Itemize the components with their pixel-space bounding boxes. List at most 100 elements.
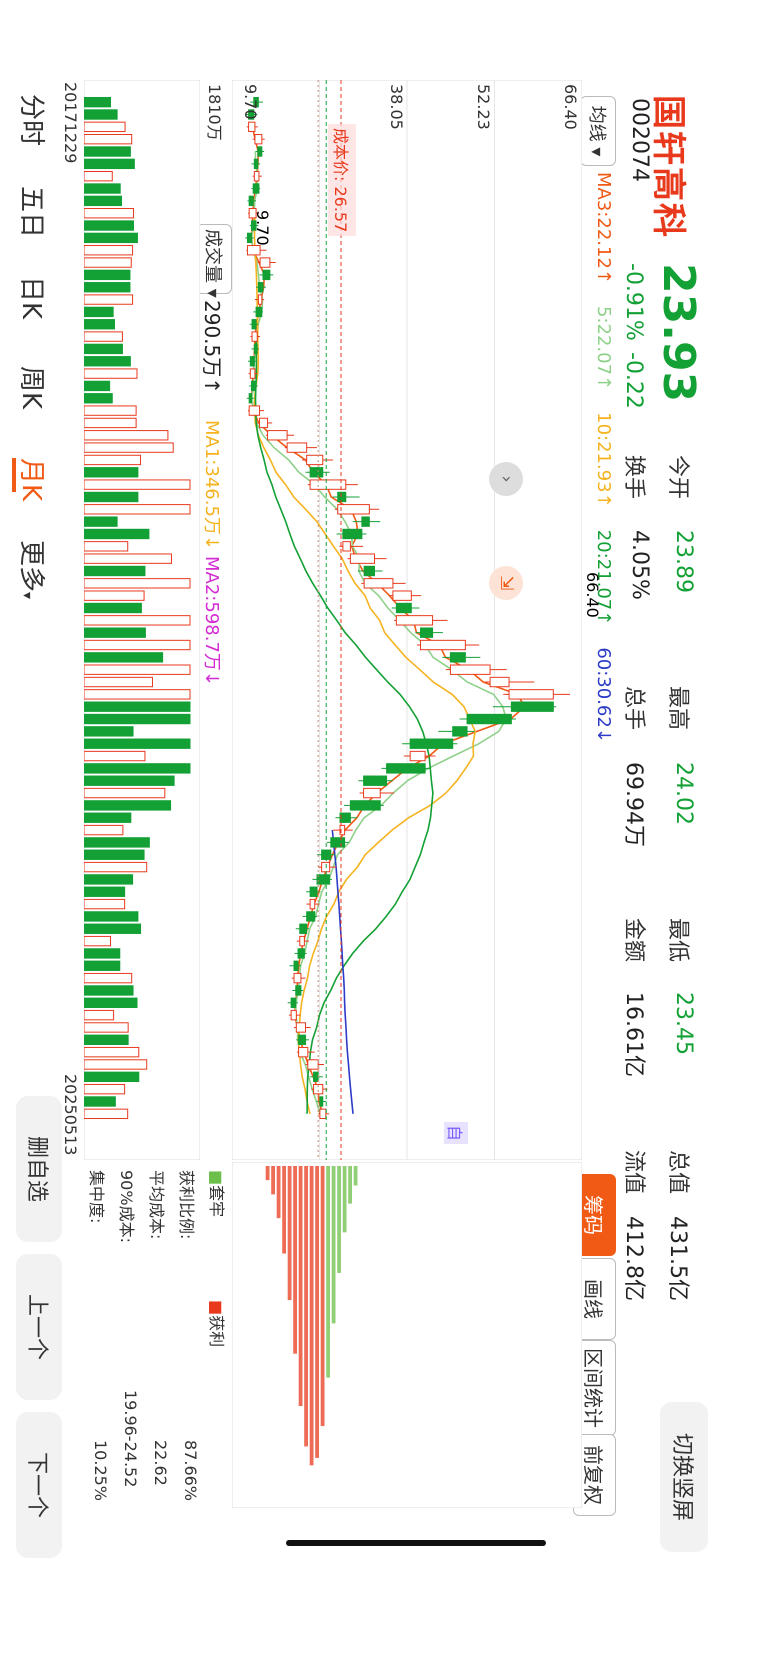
chip-bar-profit: [282, 1166, 286, 1254]
low-label: 最低: [665, 918, 690, 963]
tab-daily-k[interactable]: 日K: [16, 276, 46, 320]
candle-down: [257, 146, 263, 157]
volume-bar-down: [84, 195, 123, 207]
candle-up: [293, 972, 302, 984]
candle-up: [363, 578, 394, 589]
price-axis-max: 66.40: [561, 84, 580, 130]
candle-down: [452, 726, 468, 737]
volume-bar-down: [84, 800, 172, 811]
current-price: 23.93: [653, 263, 704, 403]
chip-frame: [232, 1162, 582, 1508]
candle-up: [307, 1059, 319, 1070]
tab-intraday[interactable]: 分时: [16, 94, 46, 147]
volume-bar-down: [84, 528, 150, 540]
volume-bar-up: [84, 935, 111, 947]
candle-down: [342, 528, 363, 540]
candle-up: [248, 121, 256, 133]
candle-down: [306, 911, 316, 922]
volume-bar-up: [84, 368, 138, 379]
volume-label: 总手: [621, 686, 646, 731]
volume-bar-up: [84, 689, 191, 700]
candle-down: [248, 195, 254, 207]
candle-down: [248, 393, 252, 404]
volume-bar-up: [84, 208, 134, 219]
candle-down: [297, 948, 305, 959]
profit-square-icon: ■: [207, 1300, 226, 1316]
ma-legend-item: 5:22.07↑: [593, 305, 614, 391]
volume-value: 69.94万: [621, 762, 646, 847]
candle-up: [349, 553, 376, 564]
self-select-marker: 自: [444, 1122, 468, 1145]
cost90-value: 19.96-24.52: [121, 1390, 140, 1488]
candle-up: [337, 504, 370, 515]
concentration-value: 10.25%: [91, 1440, 110, 1502]
volume-bar-down: [84, 985, 134, 996]
chip-bar-trapped: [348, 1166, 352, 1204]
volume-bar-down: [84, 849, 145, 860]
stock-code: 002074: [627, 98, 652, 182]
volume-bar-down: [84, 393, 113, 404]
chip-bar-profit: [287, 1166, 292, 1301]
volume-bar-up: [84, 479, 191, 490]
open-label: 今开: [665, 455, 690, 500]
tab-five-day[interactable]: 五日: [16, 186, 46, 239]
candle-down: [262, 269, 271, 281]
candle-down: [293, 960, 299, 971]
candle-down: [420, 627, 434, 638]
candle-down: [363, 565, 376, 577]
candle-down: [409, 738, 454, 749]
candlestick-chart[interactable]: [232, 80, 582, 1160]
candle-down: [295, 985, 302, 996]
candle-up: [508, 689, 554, 700]
volume-bar-down: [84, 516, 118, 527]
candle-up: [489, 676, 510, 688]
volume-bar-down: [84, 306, 114, 318]
previous-button[interactable]: 上一个: [16, 1254, 62, 1400]
volume-ma2: MA2:598.7万↓: [201, 556, 222, 686]
amount-label: 金额: [621, 918, 646, 963]
volume-bar-up: [84, 257, 132, 268]
switch-portrait-button[interactable]: 切换竖屏: [660, 1402, 708, 1552]
volume-bar-up: [84, 171, 113, 182]
volume-bar-down: [84, 158, 135, 170]
chip-bar-profit: [271, 1166, 275, 1195]
candle-up: [299, 935, 305, 947]
volume-bar-down: [84, 726, 134, 737]
volume-bar-up: [84, 861, 148, 873]
volume-bar-up: [84, 1059, 148, 1070]
candle-down: [246, 232, 252, 244]
bottom-bar: 分时 五日 日K 周K 月K 更多▾ 删自选 上一个 下一个: [0, 0, 68, 1662]
chip-bar-trapped: [326, 1166, 330, 1378]
mcap-label: 总值: [665, 1150, 690, 1195]
next-button[interactable]: 下一个: [16, 1412, 62, 1558]
volume-selector-label: 成交量: [202, 229, 223, 283]
volume-bar-down: [84, 627, 146, 638]
delete-watchlist-button[interactable]: 删自选: [16, 1096, 62, 1242]
candle-down: [250, 380, 256, 392]
tab-monthly-k[interactable]: 月K: [16, 458, 46, 502]
legend-profit: ■获利: [206, 1300, 230, 1347]
volume-selector[interactable]: 成交量 ▾: [196, 224, 232, 298]
candle-down: [349, 800, 381, 811]
volume-bar-down: [84, 997, 138, 1008]
volume-bar-down: [84, 874, 134, 885]
tab-weekly-k[interactable]: 周K: [16, 366, 46, 410]
ma-selector[interactable]: 均线 ▾: [580, 96, 616, 166]
chip-bar-trapped: [342, 1166, 347, 1233]
volume-bar-down: [84, 911, 139, 922]
volume-bar-up: [84, 405, 137, 416]
candle-down: [510, 701, 554, 712]
concentration-label: 集中度:: [87, 1170, 106, 1224]
volume-bar-up: [84, 750, 146, 762]
volume-bar-down: [84, 1071, 140, 1083]
candle-up: [295, 1022, 307, 1033]
candle-up: [248, 405, 261, 416]
collapse-chevron-icon[interactable]: ›: [489, 462, 523, 496]
volume-chart[interactable]: [84, 80, 200, 1160]
fullscreen-toggle-icon[interactable]: ⇲: [489, 566, 523, 600]
tab-more[interactable]: 更多▾: [15, 540, 52, 599]
volume-bar-up: [84, 898, 126, 910]
candle-up: [251, 331, 258, 342]
volume-bar-down: [84, 602, 142, 614]
volume-bar-up: [84, 331, 123, 342]
